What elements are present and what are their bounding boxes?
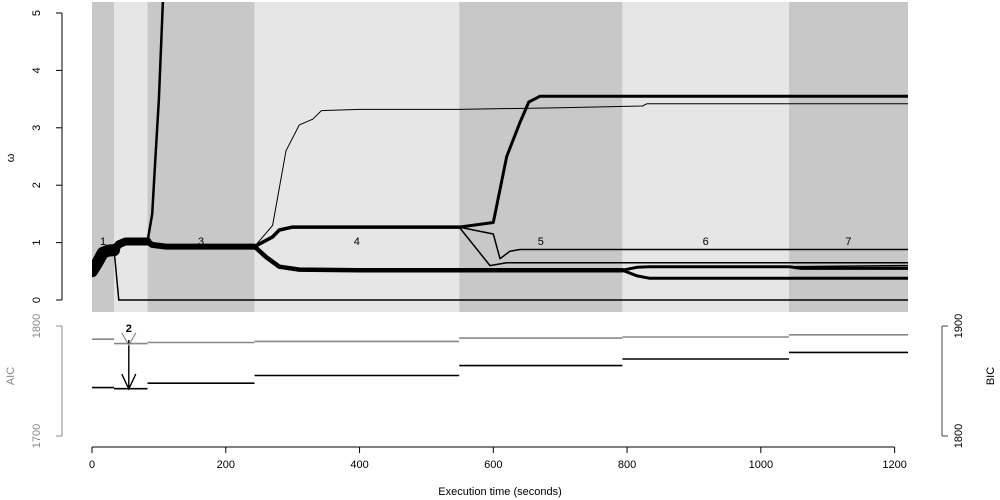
phase-bands xyxy=(92,2,908,312)
x-tick-label: 0 xyxy=(89,459,95,471)
aic-axis: 1700 1800 xyxy=(31,314,63,448)
bic-axis-title: BIC xyxy=(985,367,997,385)
annotation-arrowhead-down xyxy=(121,373,137,391)
omega-line xyxy=(113,249,120,301)
x-axis: 0 200 400 600 800 1000 1200 xyxy=(89,446,907,471)
x-tick-label: 1000 xyxy=(749,459,773,471)
omega-tick-label: 2 xyxy=(31,182,43,188)
criteria-series: 2 xyxy=(92,323,908,391)
phase-band xyxy=(92,2,115,312)
omega-line xyxy=(457,94,908,229)
x-tick-label: 600 xyxy=(484,459,502,471)
aic-tick-label: 1800 xyxy=(31,314,43,338)
phase-band xyxy=(788,2,908,312)
omega-line xyxy=(788,264,908,268)
phase-band xyxy=(459,2,623,312)
omega-tick-label: 0 xyxy=(31,297,43,303)
omega-line xyxy=(458,226,908,267)
phase-label: 3 xyxy=(198,236,204,248)
omega-line xyxy=(620,268,908,280)
omega-axis-title: ω xyxy=(5,153,17,162)
omega-line xyxy=(254,103,908,248)
phase-label: 4 xyxy=(354,236,360,248)
omega-line xyxy=(620,265,908,272)
phase-label: 7 xyxy=(845,236,851,248)
omega-series xyxy=(92,2,908,301)
phase-label: 1 xyxy=(100,236,106,248)
x-tick-label: 800 xyxy=(618,459,636,471)
phase-band xyxy=(114,2,148,312)
phase-band xyxy=(254,2,460,312)
phase-band xyxy=(622,2,789,312)
bic-tick-label: 1900 xyxy=(953,314,965,338)
omega-line xyxy=(252,225,461,249)
aic-tick-label: 1700 xyxy=(31,424,43,448)
bic-tick-label: 1800 xyxy=(953,424,965,448)
phase-label: 5 xyxy=(538,236,544,248)
omega-line xyxy=(458,226,908,260)
omega-tick-label: 5 xyxy=(31,10,43,16)
x-tick-label: 400 xyxy=(350,459,368,471)
annotation-label: 2 xyxy=(126,323,132,335)
aic-axis-title: AIC xyxy=(5,367,17,385)
omega-axis: 0 1 2 3 4 5 xyxy=(31,10,63,303)
omega-line xyxy=(92,244,121,278)
omega-line xyxy=(144,238,258,250)
omega-line xyxy=(110,237,152,255)
phase-band xyxy=(147,2,255,312)
x-tick-label: 1200 xyxy=(882,459,906,471)
annotation-arrowhead-aic xyxy=(121,332,137,347)
x-axis-title: Execution time (seconds) xyxy=(438,486,562,498)
x-tick-label: 200 xyxy=(217,459,235,471)
omega-line xyxy=(252,244,625,273)
phase-label: 6 xyxy=(703,236,709,248)
phase-label: 2 xyxy=(128,236,134,248)
omega-tick-label: 4 xyxy=(31,67,43,73)
omega-tick-label: 1 xyxy=(31,240,43,246)
phase-labels: 1 2 3 4 5 6 7 xyxy=(100,236,852,248)
omega-tick-label: 3 xyxy=(31,125,43,131)
bic-axis: 1800 1900 xyxy=(941,314,965,448)
omega-line xyxy=(146,2,165,243)
